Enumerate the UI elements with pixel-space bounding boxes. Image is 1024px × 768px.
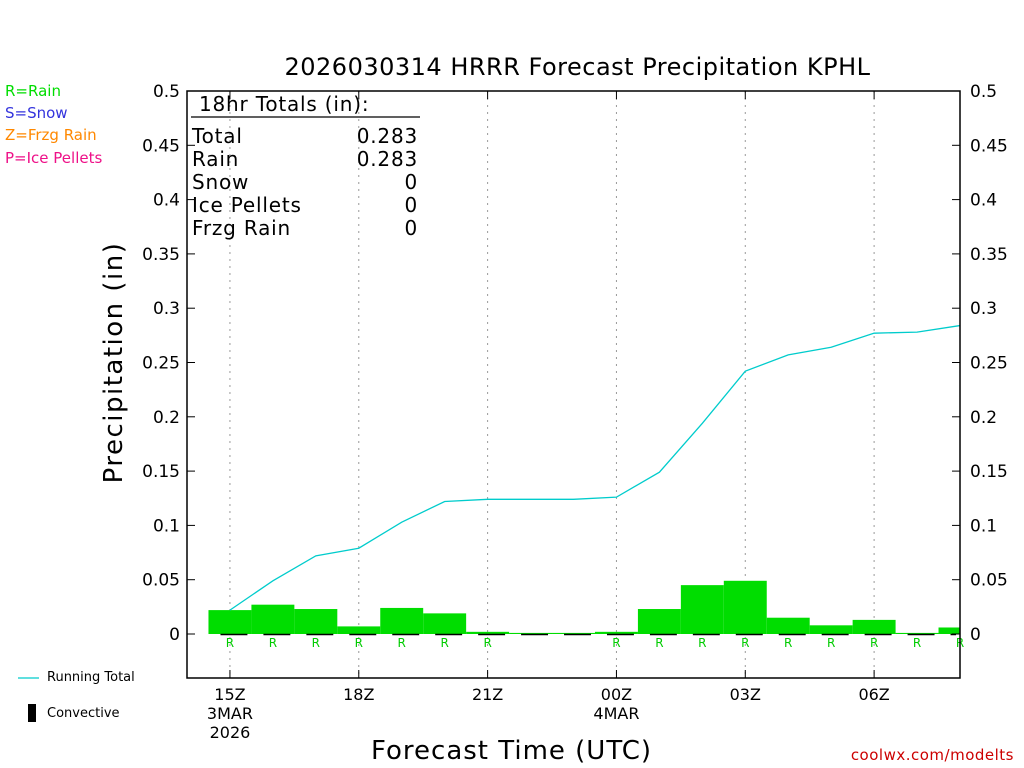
plot-frame xyxy=(186,90,961,679)
y-tick-label-left: 0.05 xyxy=(142,571,180,591)
precip-bar xyxy=(294,609,338,634)
precip-bar xyxy=(637,609,681,634)
precip-bar xyxy=(594,631,638,634)
precip-type-label: R xyxy=(655,636,663,650)
precip-type-label: R xyxy=(226,636,234,650)
precip-bar xyxy=(766,617,810,634)
y-tick-label-right: 0.15 xyxy=(970,462,1008,482)
x-tick-label: 2026 xyxy=(210,723,251,742)
precip-bar xyxy=(852,619,896,634)
precip-type-label: R xyxy=(312,636,320,650)
precip-type-label: R xyxy=(269,636,277,650)
y-tick-label-left: 0.45 xyxy=(142,136,180,156)
precip-type-label: R xyxy=(483,636,491,650)
legend-snow: S=Snow xyxy=(5,104,68,122)
chart-title: 2026030314 HRRR Forecast Precipitation K… xyxy=(285,53,871,81)
precip-bar xyxy=(251,604,295,634)
y-tick-label-right: 0.5 xyxy=(970,82,997,102)
running-total-legend-label: Running Total xyxy=(47,670,135,685)
y-tick-label-left: 0.1 xyxy=(153,516,180,536)
y-tick-label-left: 0 xyxy=(169,625,180,645)
x-tick-label: 15Z xyxy=(214,685,245,704)
y-tick-label-right: 0.4 xyxy=(970,191,997,211)
y-tick-label-left: 0.15 xyxy=(142,462,180,482)
totals-row-label: Total xyxy=(191,124,243,148)
totals-heading: 18hr Totals (in): xyxy=(199,92,369,116)
precip-bar xyxy=(895,632,939,634)
precip-type-label: R xyxy=(355,636,363,650)
x-tick-label: 03Z xyxy=(730,685,761,704)
precip-type-label: R xyxy=(612,636,620,650)
y-tick-label-left: 0.25 xyxy=(142,354,180,374)
legend-rain: R=Rain xyxy=(5,82,61,100)
y-tick-label-left: 0.2 xyxy=(153,408,180,428)
precip-bar xyxy=(552,632,595,634)
x-tick-label: 4MAR xyxy=(593,704,639,723)
site-credit: coolwx.com/modelts xyxy=(850,746,1014,764)
x-tick-label: 21Z xyxy=(472,685,503,704)
precip-type-label: R xyxy=(398,636,406,650)
precip-bar xyxy=(423,613,467,634)
totals-row-label: Frzg Rain xyxy=(192,216,291,240)
precip-type-label: R xyxy=(913,636,921,650)
precip-bar xyxy=(466,631,510,634)
y-tick-label-left: 0.35 xyxy=(142,245,180,265)
y-axis-label: Precipitation (in) xyxy=(99,242,129,484)
x-tick-label: 00Z xyxy=(601,685,632,704)
totals-row-label: Ice Pellets xyxy=(192,193,302,217)
precip-bar xyxy=(380,607,424,634)
x-tick-label: 18Z xyxy=(343,685,374,704)
precip-bar xyxy=(208,610,252,634)
running-total-line xyxy=(229,324,961,611)
precip-bar xyxy=(723,580,767,634)
totals-row-value: 0.283 xyxy=(357,147,418,171)
precip-type-label: R xyxy=(784,636,792,650)
y-tick-label-right: 0.2 xyxy=(970,408,997,428)
precip-type-label: R xyxy=(741,636,749,650)
convective-legend-swatch xyxy=(28,704,36,722)
precip-bar xyxy=(509,632,553,634)
x-axis-label: Forecast Time (UTC) xyxy=(371,736,652,766)
x-tick-label: 06Z xyxy=(858,685,889,704)
legend-ice-pellets: P=Ice Pellets xyxy=(5,149,103,167)
y-tick-label-right: 0.25 xyxy=(970,354,1008,374)
totals-row-label: Rain xyxy=(192,147,239,171)
x-tick-label: 3MAR xyxy=(207,704,253,723)
y-tick-label-right: 0.35 xyxy=(970,245,1008,265)
precip-bar xyxy=(680,585,724,634)
precip-bar xyxy=(809,625,853,634)
precip-type-label: R xyxy=(827,636,835,650)
y-tick-label-right: 0.05 xyxy=(970,571,1008,591)
y-tick-label-right: 0.3 xyxy=(970,299,997,319)
y-tick-label-right: 0 xyxy=(970,625,981,645)
legend-frzg-rain: Z=Frzg Rain xyxy=(5,126,97,144)
precip-type-label: R xyxy=(870,636,878,650)
totals-row-label: Snow xyxy=(192,170,249,194)
y-tick-label-left: 0.4 xyxy=(153,191,180,211)
precip-type-label: R xyxy=(440,636,448,650)
totals-row-value: 0 xyxy=(404,216,418,240)
totals-row-value: 0 xyxy=(404,170,418,194)
totals-row-value: 0.283 xyxy=(357,124,418,148)
totals-row-value: 0 xyxy=(404,193,418,217)
y-tick-label-right: 0.45 xyxy=(970,136,1008,156)
precip-bar xyxy=(938,627,960,634)
precip-type-label: R xyxy=(698,636,706,650)
y-tick-label-right: 0.1 xyxy=(970,516,997,536)
convective-legend-label: Convective xyxy=(47,706,120,721)
y-tick-label-left: 0.5 xyxy=(153,82,180,102)
y-tick-label-left: 0.3 xyxy=(153,299,180,319)
precip-bar xyxy=(337,626,381,634)
